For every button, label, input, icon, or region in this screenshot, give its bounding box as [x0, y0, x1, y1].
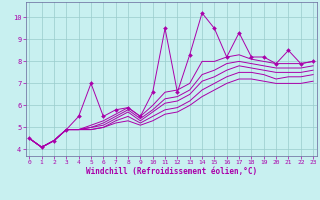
X-axis label: Windchill (Refroidissement éolien,°C): Windchill (Refroidissement éolien,°C) — [86, 167, 257, 176]
